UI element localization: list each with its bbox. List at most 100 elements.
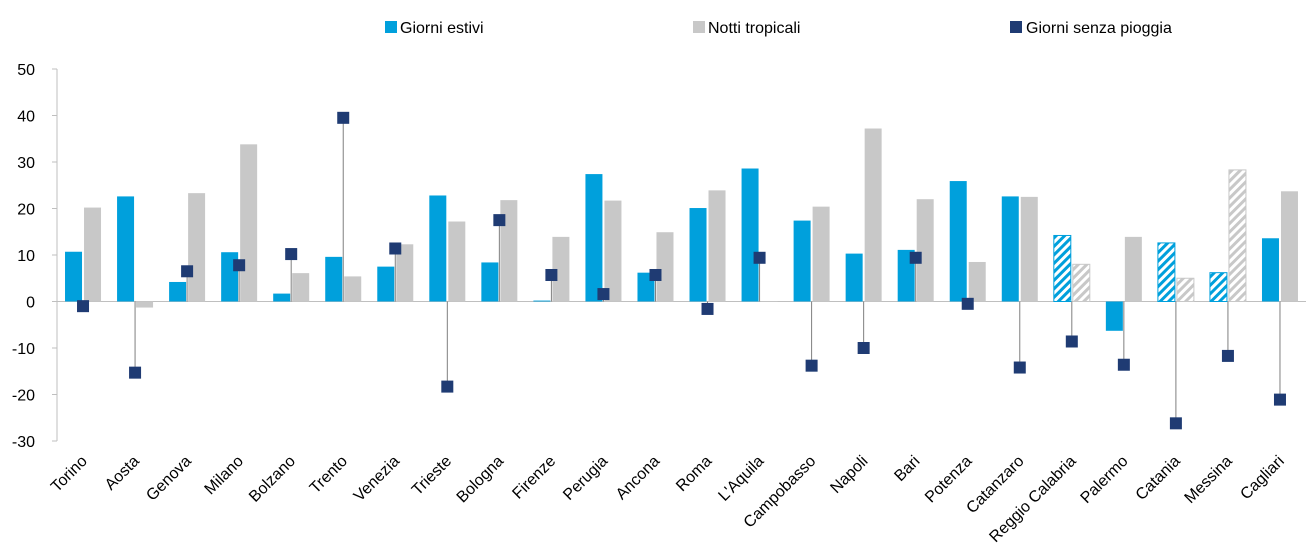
bar-notti-tropicali (1280, 191, 1298, 302)
marker-giorni-senza-pioggia (181, 265, 194, 278)
marker-giorni-senza-pioggia (857, 342, 870, 354)
bar-giorni-estivi (65, 251, 83, 302)
bar-giorni-estivi (1209, 272, 1228, 303)
marker-giorni-senza-pioggia (337, 111, 350, 124)
marker-giorni-senza-pioggia (545, 268, 558, 281)
y-tick-label: 40 (17, 109, 35, 126)
bar-giorni-estivi (1261, 238, 1279, 302)
bar-giorni-estivi (429, 195, 447, 302)
marker-giorni-senza-pioggia (285, 248, 298, 261)
bar-giorni-estivi (949, 181, 967, 302)
bar-giorni-estivi (273, 293, 291, 302)
bar-notti-tropicali (1176, 277, 1195, 302)
x-tick-label: Perugia (560, 453, 611, 504)
bar-notti-tropicali (968, 261, 986, 302)
bar-giorni-estivi (741, 168, 759, 302)
bar-giorni-estivi (169, 281, 187, 302)
marker-giorni-senza-pioggia (805, 359, 818, 372)
bar-notti-tropicali (84, 207, 102, 302)
bar-notti-tropicali (760, 301, 778, 302)
bar-notti-tropicali (396, 244, 414, 302)
bar-giorni-estivi (533, 300, 551, 302)
bar-notti-tropicali (864, 128, 882, 302)
marker-giorni-senza-pioggia (961, 297, 974, 310)
legend-swatch-giorni-senza-pioggia (1010, 21, 1022, 33)
marker-giorni-senza-pioggia (597, 288, 610, 301)
y-tick-label: 0 (26, 295, 35, 312)
bar-notti-tropicali (1124, 236, 1142, 302)
legend-swatch-notti-tropicali (693, 21, 705, 33)
marker-giorni-senza-pioggia (233, 259, 246, 272)
x-tick-label: Trieste (409, 453, 455, 499)
bar-notti-tropicali (812, 206, 830, 302)
bar-notti-tropicali (708, 190, 726, 302)
bar-giorni-estivi (1001, 196, 1019, 302)
marker-giorni-senza-pioggia (389, 242, 402, 255)
x-tick-label: Venezia (351, 453, 403, 505)
bar-notti-tropicali (448, 221, 466, 302)
x-tick-label: Cagliari (1237, 453, 1287, 503)
bar-notti-tropicali (1020, 196, 1038, 302)
bar-notti-tropicali (552, 236, 570, 302)
marker-giorni-senza-pioggia (1273, 393, 1286, 406)
bar-notti-tropicali (344, 276, 362, 302)
bar-notti-tropicali (188, 193, 206, 302)
bar-giorni-estivi (1105, 301, 1123, 331)
bar-notti-tropicali (656, 232, 674, 302)
marker-giorni-senza-pioggia (649, 268, 662, 281)
x-tick-label: Catania (1133, 453, 1184, 504)
x-tick-label: Palermo (1078, 453, 1132, 507)
bar-giorni-estivi (1053, 234, 1072, 302)
bar-notti-tropicali (916, 199, 934, 302)
bar-giorni-estivi (325, 256, 343, 302)
legend-label-giorni-estivi: Giorni estivi (400, 20, 484, 37)
x-tick-label: Messina (1182, 453, 1236, 507)
legend-label-notti-tropicali: Notti tropicali (708, 20, 800, 37)
legend-swatch-giorni-estivi (385, 21, 397, 33)
marker-giorni-senza-pioggia (1117, 358, 1130, 371)
bar-giorni-estivi (845, 253, 863, 302)
marker-giorni-senza-pioggia (493, 214, 506, 227)
bar-giorni-estivi (481, 262, 499, 302)
marker-giorni-senza-pioggia (1013, 361, 1026, 374)
marker-giorni-senza-pioggia (701, 302, 714, 315)
bar-giorni-estivi (1157, 242, 1176, 303)
y-tick-label: -20 (12, 388, 35, 405)
x-tick-label: Bologna (454, 453, 508, 507)
bar-giorni-estivi (689, 208, 707, 302)
x-axis: Torino Aosta Genova Milano Bolzano Trento Vene… (48, 453, 1288, 546)
bar-notti-tropicali (604, 200, 622, 302)
marker-giorni-senza-pioggia (129, 366, 142, 379)
y-tick-label: 30 (17, 155, 35, 172)
y-tick-label: 10 (17, 248, 35, 265)
legend-label-giorni-senza-pioggia: Giorni senza pioggia (1026, 20, 1172, 37)
bar-giorni-estivi (377, 266, 395, 302)
y-tick-label: -30 (12, 434, 35, 451)
marker-giorni-senza-pioggia (1169, 417, 1182, 430)
bar-giorni-estivi (117, 196, 135, 302)
bar-notti-tropicali (1072, 263, 1091, 302)
x-tick-label: Bolzano (246, 453, 299, 506)
bar-giorni-estivi (585, 174, 603, 302)
y-tick-label: 20 (17, 202, 35, 219)
y-tick-label: -10 (12, 341, 35, 358)
x-tick-label: Potenza (922, 453, 976, 507)
y-tick-label: 50 (17, 62, 35, 79)
marker-giorni-senza-pioggia (909, 251, 922, 264)
x-tick-label: Ancona (613, 453, 663, 503)
x-tick-label: L'Aquila (715, 453, 767, 505)
x-tick-label: Bari (891, 453, 923, 485)
marker-giorni-senza-pioggia (753, 251, 766, 264)
marker-giorni-senza-pioggia (1221, 349, 1234, 362)
bar-notti-tropicali (292, 273, 310, 302)
marker-giorni-senza-pioggia (1065, 335, 1078, 348)
bar-notti-tropicali (240, 144, 258, 302)
x-tick-label: Napoli (827, 453, 871, 497)
bar-notti-tropicali (1228, 169, 1247, 302)
x-tick-label: Genova (143, 453, 195, 505)
x-tick-label: Torino (48, 453, 91, 496)
marker-giorni-senza-pioggia (77, 300, 90, 313)
x-tick-label: Milano (202, 453, 247, 498)
x-tick-label: Firenze (509, 453, 559, 503)
x-tick-label: Trento (307, 453, 351, 497)
